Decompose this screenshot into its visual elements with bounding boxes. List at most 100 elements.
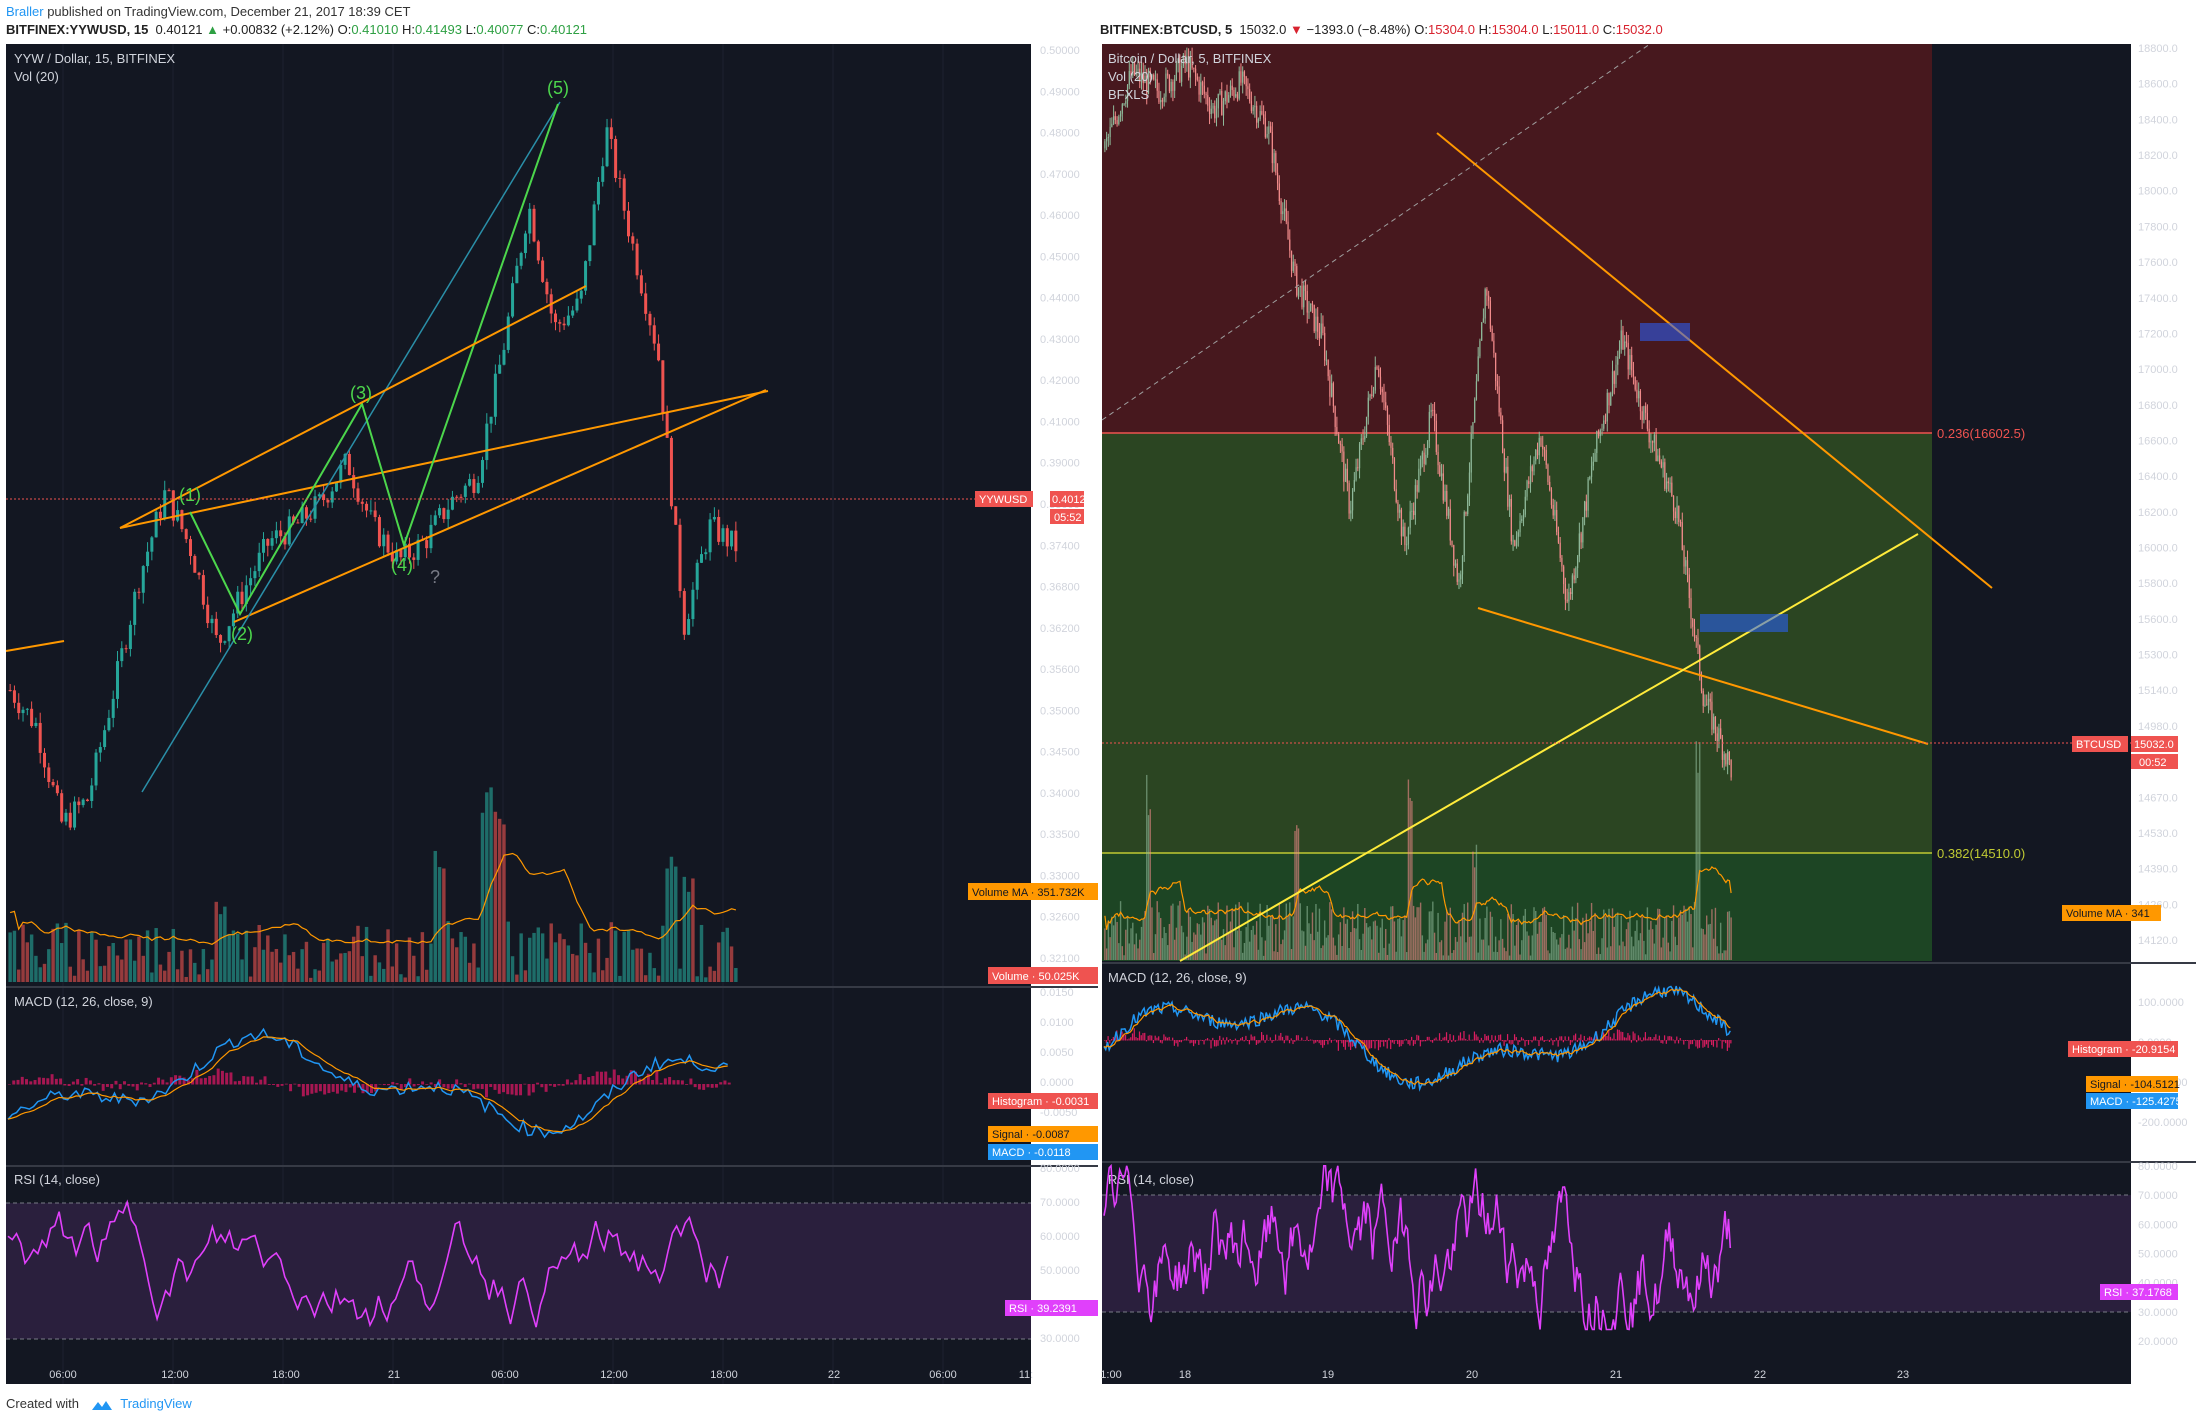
right-macd-hist-bar [1718, 1038, 1720, 1041]
right-candle [1121, 104, 1123, 114]
right-time-label: 23 [1897, 1369, 1909, 1381]
right-macd-hist-bar [1562, 1040, 1565, 1043]
right-volume-bar [1702, 929, 1704, 960]
right-volume-bar [1182, 932, 1185, 960]
left-grid [62, 44, 944, 1384]
left-candle [8, 690, 12, 692]
right-candle [1463, 512, 1465, 556]
right-macd-hist-bar [1290, 1038, 1292, 1041]
right-rsi-pane [1103, 1163, 1732, 1331]
right-volume-bar [1486, 906, 1488, 960]
left-volume-bar [424, 969, 429, 982]
right-macd-hist-bar [1719, 1039, 1722, 1041]
right-volume-bar [1718, 953, 1720, 960]
right-candle [1589, 476, 1591, 479]
left-macd-hist-bar [565, 1079, 569, 1085]
right-volume-bar [1657, 908, 1659, 960]
right-macd-hist-bar [1540, 1037, 1542, 1041]
left-macd-hist-bar [676, 1080, 680, 1085]
right-candle [1728, 751, 1730, 761]
right-candle [1247, 86, 1249, 90]
tradingview-link[interactable]: TradingView [120, 1396, 192, 1411]
right-candle [1327, 360, 1329, 377]
right-volume-bar [1330, 909, 1333, 960]
right-price-axis-label: 14530.0 [2138, 828, 2178, 840]
right-volume-bar [1247, 902, 1249, 960]
right-macd-hist-bar [1191, 1040, 1193, 1043]
left-macd-hist-bar [663, 1078, 667, 1085]
right-macd-hist-bar [1151, 1035, 1153, 1041]
left-volume-bars [8, 787, 738, 982]
right-volume-bar [1449, 907, 1451, 960]
left-volume-bar [545, 958, 549, 982]
right-macd-hist-bar [1299, 1040, 1301, 1041]
left-c: 0.40121 [540, 22, 588, 37]
right-volume-bar [1416, 907, 1418, 960]
right-macd-hist-bar [1658, 1035, 1660, 1041]
left-macd-hist-bar [344, 1084, 348, 1093]
right-volume-bar [1590, 902, 1593, 960]
right-candle [1170, 81, 1172, 92]
left-macd-hist-bar [604, 1071, 608, 1085]
right-volume-bar [1620, 915, 1622, 960]
left-candle [347, 453, 351, 476]
right-macd-hist-bar [1555, 1037, 1558, 1041]
left-volume-bar [446, 921, 450, 982]
right-macd-axis-label: 100.0000 [2138, 997, 2184, 1009]
right-macd-hist-bar [1581, 1040, 1584, 1043]
left-signal-tag: Signal · -0.0087 [992, 1129, 1070, 1141]
left-candle [596, 181, 600, 205]
right-macd-hist-bar [1667, 1036, 1669, 1041]
left-candle [214, 618, 218, 636]
left-last-value: 0.40121 [1052, 494, 1092, 506]
right-macd-hist-bar [1348, 1040, 1350, 1047]
left-candle [77, 801, 81, 806]
right-macd-hist-bar [1468, 1034, 1470, 1041]
right-candle [1545, 450, 1547, 465]
left-volume-bar [708, 966, 712, 982]
right-candle [1201, 82, 1204, 86]
right-price-axis-label: 18600.0 [2138, 79, 2178, 91]
right-candle [1444, 491, 1446, 501]
left-candle [292, 516, 296, 523]
right-candle [1406, 544, 1408, 546]
right-macd-hist-bar [1712, 1040, 1715, 1047]
right-macd-hist-bar [1625, 1037, 1627, 1041]
right-volume-bar [1426, 939, 1429, 960]
left-volume-bar [390, 966, 395, 982]
right-candle [1679, 521, 1682, 523]
left-time-axis: 06:00 12:00 18:00 21 06:00 12:00 18:00 22 06:00 1… [49, 1369, 1033, 1381]
right-macd-hist-bar [1709, 1040, 1711, 1042]
left-macd-hist-bar [331, 1084, 335, 1092]
right-volume-bar [1407, 779, 1410, 960]
right-macd-hist-bar [1409, 1040, 1411, 1046]
left-macd-hist-bar [289, 1084, 293, 1092]
right-candle [1344, 468, 1347, 482]
right-volume-bar [1425, 943, 1427, 960]
right-candle [1165, 73, 1167, 97]
right-symbol-line: BITFINEX:BTCUSD, 5 15032.0 ▼ −1393.0 (−8… [1100, 21, 1663, 39]
right-macd-hist-bar [1414, 1040, 1416, 1045]
left-macd-pane [7, 1027, 731, 1139]
right-volume-bar [1723, 950, 1725, 960]
left-volume-bar [128, 939, 133, 982]
left-volume-bar [412, 955, 416, 982]
left-candle [38, 722, 42, 753]
right-macd-hist-bar [1573, 1035, 1575, 1041]
left-macd-hist-bar [408, 1078, 412, 1085]
right-macd-hist-bar [1196, 1039, 1198, 1041]
left-macd-hist-bar [450, 1084, 454, 1089]
right-macd-hist-bar [1152, 1040, 1155, 1044]
right-macd-hist-bar [1309, 1039, 1312, 1041]
right-macd-hist-bar [1695, 1040, 1697, 1047]
left-macd-axis-label: 0.0100 [1040, 1017, 1074, 1029]
right-volume-bar [1622, 941, 1624, 960]
left-macd-hist-bar [617, 1075, 620, 1085]
right-candle [1371, 394, 1373, 396]
author-link[interactable]: Braller [6, 4, 44, 19]
right-macd-hist-bar [1543, 1040, 1545, 1042]
left-volume-bar [163, 970, 167, 982]
right-candle [1556, 510, 1558, 533]
right-volume-bar [1343, 907, 1345, 960]
